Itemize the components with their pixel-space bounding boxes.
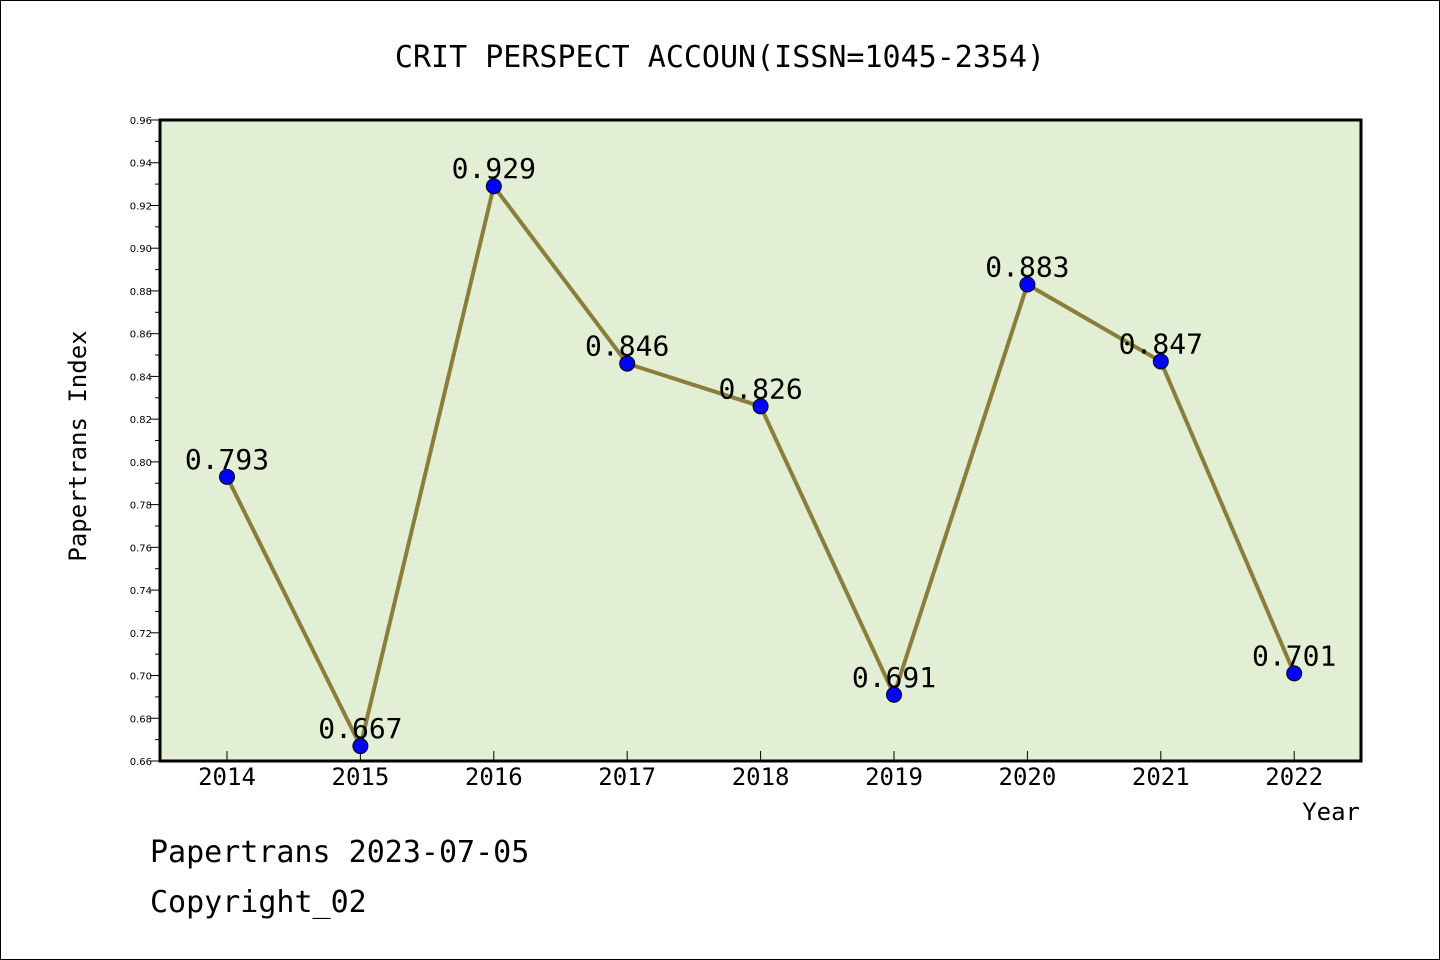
data-point-marker xyxy=(752,398,769,415)
x-axis-label: Year xyxy=(1302,798,1360,826)
data-point-marker xyxy=(219,468,235,485)
y-axis-label: Papertrans Index xyxy=(64,330,92,561)
chart-title: CRIT PERSPECT ACCOUN(ISSN=1045-2354) xyxy=(395,40,1045,75)
data-value-label: 0.826 xyxy=(718,372,802,405)
y-tick-label: 0.90 xyxy=(130,244,152,255)
data-point-marker xyxy=(1286,665,1303,682)
x-tick-label: 2019 xyxy=(865,763,923,791)
x-tick-label: 2015 xyxy=(332,763,390,791)
data-value-label: 0.929 xyxy=(452,152,536,185)
data-value-label: 0.847 xyxy=(1119,327,1203,360)
x-tick-label: 2014 xyxy=(198,763,256,791)
x-tick-label: 2017 xyxy=(598,763,656,791)
y-tick-label: 0.94 xyxy=(130,159,152,170)
y-tick-label: 0.86 xyxy=(130,330,152,341)
y-tick-label: 0.82 xyxy=(130,415,152,426)
plot-area xyxy=(158,118,1363,763)
series-line-group xyxy=(219,178,1303,755)
y-tick-label: 0.96 xyxy=(130,116,152,127)
y-tick-label: 0.80 xyxy=(130,458,152,469)
data-labels-group: 0.793 0.667 0.929 0.846 0.826 0.691 0.883 0.847… xyxy=(185,152,1336,745)
y-tick-label: 0.66 xyxy=(130,757,152,768)
x-tick-label: 2021 xyxy=(1132,763,1190,791)
y-tick-label: 0.74 xyxy=(130,586,152,597)
y-tick-label: 0.76 xyxy=(130,543,152,554)
data-point-marker xyxy=(886,686,902,703)
y-tick-label: 0.78 xyxy=(130,501,152,512)
data-point-marker xyxy=(1019,276,1036,293)
y-tick-label: 0.68 xyxy=(130,714,152,725)
data-point-marker xyxy=(619,355,636,372)
y-axis-ticks: 0.66 0.68 0.70 0.72 0.74 0.76 0.78 0.80 0.82 0.84… xyxy=(130,116,160,768)
x-tick-label: 2018 xyxy=(732,763,790,791)
footer-copyright: Copyright_02 xyxy=(150,885,367,920)
x-axis-ticks: 2014 2015 2016 2017 2018 2019 2020 2021 2022 xyxy=(198,751,1323,791)
data-value-label: 0.667 xyxy=(318,712,402,745)
y-tick-label: 0.70 xyxy=(130,672,152,683)
x-tick-label: 2022 xyxy=(1265,763,1323,791)
y-tick-label: 0.72 xyxy=(130,629,152,640)
y-tick-label: 0.84 xyxy=(130,372,152,383)
y-tick-label: 0.92 xyxy=(130,201,152,212)
data-point-marker xyxy=(352,738,369,755)
x-tick-label: 2020 xyxy=(999,763,1057,791)
data-value-label: 0.691 xyxy=(852,661,936,694)
x-tick-label: 2016 xyxy=(465,763,523,791)
data-value-label: 0.793 xyxy=(185,443,269,476)
y-tick-label: 0.88 xyxy=(130,287,152,298)
data-value-label: 0.846 xyxy=(585,330,669,363)
data-point-marker xyxy=(485,178,502,195)
data-point-marker xyxy=(1152,353,1169,370)
footer-date: Papertrans 2023-07-05 xyxy=(150,835,530,870)
data-value-label: 0.701 xyxy=(1252,639,1336,672)
data-value-label: 0.883 xyxy=(985,251,1069,284)
